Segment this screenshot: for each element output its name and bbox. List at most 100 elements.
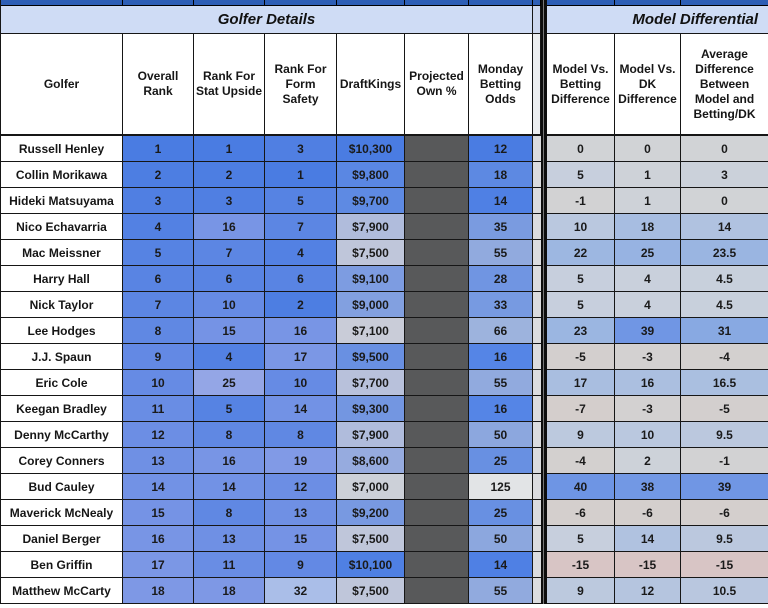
golfer-name-cell[interactable]: Nick Taylor <box>1 292 123 318</box>
overall-rank-cell[interactable]: 8 <box>123 318 194 344</box>
column-header-model-vs-dk[interactable]: Model Vs. DK Difference <box>615 34 681 136</box>
betting-odds-cell[interactable]: 28 <box>469 266 533 292</box>
column-header-golfer[interactable]: Golfer <box>1 34 123 136</box>
model-vs-betting-cell[interactable]: 5 <box>547 162 615 188</box>
projected-own-cell[interactable] <box>405 136 469 162</box>
draftkings-salary-cell[interactable]: $7,500 <box>337 240 405 266</box>
projected-own-cell[interactable] <box>405 344 469 370</box>
projected-own-cell[interactable] <box>405 266 469 292</box>
stat-upside-rank-cell[interactable]: 8 <box>194 422 265 448</box>
form-safety-rank-cell[interactable]: 17 <box>265 344 337 370</box>
overall-rank-cell[interactable]: 12 <box>123 422 194 448</box>
overall-rank-cell[interactable]: 7 <box>123 292 194 318</box>
model-vs-dk-cell[interactable]: 38 <box>615 474 681 500</box>
form-safety-rank-cell[interactable]: 9 <box>265 552 337 578</box>
form-safety-rank-cell[interactable]: 6 <box>265 266 337 292</box>
avg-difference-cell[interactable]: 9.5 <box>681 422 768 448</box>
model-vs-dk-cell[interactable]: -3 <box>615 344 681 370</box>
golfer-name-cell[interactable]: Corey Conners <box>1 448 123 474</box>
overall-rank-cell[interactable]: 4 <box>123 214 194 240</box>
model-vs-dk-cell[interactable]: 4 <box>615 292 681 318</box>
draftkings-salary-cell[interactable]: $9,500 <box>337 344 405 370</box>
overall-rank-cell[interactable]: 2 <box>123 162 194 188</box>
projected-own-cell[interactable] <box>405 552 469 578</box>
stat-upside-rank-cell[interactable]: 16 <box>194 448 265 474</box>
betting-odds-cell[interactable]: 16 <box>469 396 533 422</box>
model-vs-betting-cell[interactable]: -7 <box>547 396 615 422</box>
draftkings-salary-cell[interactable]: $9,800 <box>337 162 405 188</box>
golfer-name-cell[interactable]: Denny McCarthy <box>1 422 123 448</box>
avg-difference-cell[interactable]: 16.5 <box>681 370 768 396</box>
model-vs-betting-cell[interactable]: 5 <box>547 292 615 318</box>
betting-odds-cell[interactable]: 25 <box>469 500 533 526</box>
projected-own-cell[interactable] <box>405 214 469 240</box>
avg-difference-cell[interactable]: -4 <box>681 344 768 370</box>
stat-upside-rank-cell[interactable]: 13 <box>194 526 265 552</box>
projected-own-cell[interactable] <box>405 396 469 422</box>
model-vs-dk-cell[interactable]: -6 <box>615 500 681 526</box>
avg-difference-cell[interactable]: 23.5 <box>681 240 768 266</box>
model-vs-betting-cell[interactable]: 9 <box>547 578 615 604</box>
draftkings-salary-cell[interactable]: $7,900 <box>337 214 405 240</box>
golfer-name-cell[interactable]: Nico Echavarria <box>1 214 123 240</box>
betting-odds-cell[interactable]: 14 <box>469 188 533 214</box>
projected-own-cell[interactable] <box>405 500 469 526</box>
model-vs-dk-cell[interactable]: 16 <box>615 370 681 396</box>
draftkings-salary-cell[interactable]: $7,500 <box>337 578 405 604</box>
model-vs-dk-cell[interactable]: -15 <box>615 552 681 578</box>
overall-rank-cell[interactable]: 17 <box>123 552 194 578</box>
overall-rank-cell[interactable]: 11 <box>123 396 194 422</box>
projected-own-cell[interactable] <box>405 318 469 344</box>
form-safety-rank-cell[interactable]: 16 <box>265 318 337 344</box>
stat-upside-rank-cell[interactable]: 15 <box>194 318 265 344</box>
form-safety-rank-cell[interactable]: 3 <box>265 136 337 162</box>
model-vs-betting-cell[interactable]: -1 <box>547 188 615 214</box>
betting-odds-cell[interactable]: 14 <box>469 552 533 578</box>
golfer-name-cell[interactable]: Eric Cole <box>1 370 123 396</box>
form-safety-rank-cell[interactable]: 12 <box>265 474 337 500</box>
golfer-name-cell[interactable]: J.J. Spaun <box>1 344 123 370</box>
model-vs-betting-cell[interactable]: 5 <box>547 526 615 552</box>
golfer-name-cell[interactable]: Mac Meissner <box>1 240 123 266</box>
column-header-avg-difference[interactable]: Average Difference Between Model and Bet… <box>681 34 768 136</box>
betting-odds-cell[interactable]: 35 <box>469 214 533 240</box>
stat-upside-rank-cell[interactable]: 1 <box>194 136 265 162</box>
stat-upside-rank-cell[interactable]: 11 <box>194 552 265 578</box>
column-header-draftkings[interactable]: DraftKings <box>337 34 405 136</box>
form-safety-rank-cell[interactable]: 13 <box>265 500 337 526</box>
draftkings-salary-cell[interactable]: $9,000 <box>337 292 405 318</box>
model-vs-dk-cell[interactable]: 14 <box>615 526 681 552</box>
overall-rank-cell[interactable]: 6 <box>123 266 194 292</box>
stat-upside-rank-cell[interactable]: 7 <box>194 240 265 266</box>
projected-own-cell[interactable] <box>405 448 469 474</box>
stat-upside-rank-cell[interactable]: 14 <box>194 474 265 500</box>
draftkings-salary-cell[interactable]: $9,700 <box>337 188 405 214</box>
model-vs-betting-cell[interactable]: -6 <box>547 500 615 526</box>
form-safety-rank-cell[interactable]: 7 <box>265 214 337 240</box>
projected-own-cell[interactable] <box>405 474 469 500</box>
draftkings-salary-cell[interactable]: $9,200 <box>337 500 405 526</box>
model-vs-dk-cell[interactable]: 39 <box>615 318 681 344</box>
overall-rank-cell[interactable]: 14 <box>123 474 194 500</box>
stat-upside-rank-cell[interactable]: 4 <box>194 344 265 370</box>
column-header-betting-odds[interactable]: Monday Betting Odds <box>469 34 533 136</box>
avg-difference-cell[interactable]: 31 <box>681 318 768 344</box>
draftkings-salary-cell[interactable]: $7,500 <box>337 526 405 552</box>
column-header-stat-upside[interactable]: Rank For Stat Upside <box>194 34 265 136</box>
betting-odds-cell[interactable]: 12 <box>469 136 533 162</box>
stat-upside-rank-cell[interactable]: 16 <box>194 214 265 240</box>
overall-rank-cell[interactable]: 3 <box>123 188 194 214</box>
betting-odds-cell[interactable]: 55 <box>469 240 533 266</box>
avg-difference-cell[interactable]: -1 <box>681 448 768 474</box>
projected-own-cell[interactable] <box>405 188 469 214</box>
golfer-name-cell[interactable]: Russell Henley <box>1 136 123 162</box>
projected-own-cell[interactable] <box>405 422 469 448</box>
avg-difference-cell[interactable]: 0 <box>681 188 768 214</box>
betting-odds-cell[interactable]: 25 <box>469 448 533 474</box>
model-vs-betting-cell[interactable]: 0 <box>547 136 615 162</box>
draftkings-salary-cell[interactable]: $10,300 <box>337 136 405 162</box>
model-vs-betting-cell[interactable]: 9 <box>547 422 615 448</box>
golfer-name-cell[interactable]: Ben Griffin <box>1 552 123 578</box>
column-header-projected-own[interactable]: Projected Own % <box>405 34 469 136</box>
overall-rank-cell[interactable]: 13 <box>123 448 194 474</box>
